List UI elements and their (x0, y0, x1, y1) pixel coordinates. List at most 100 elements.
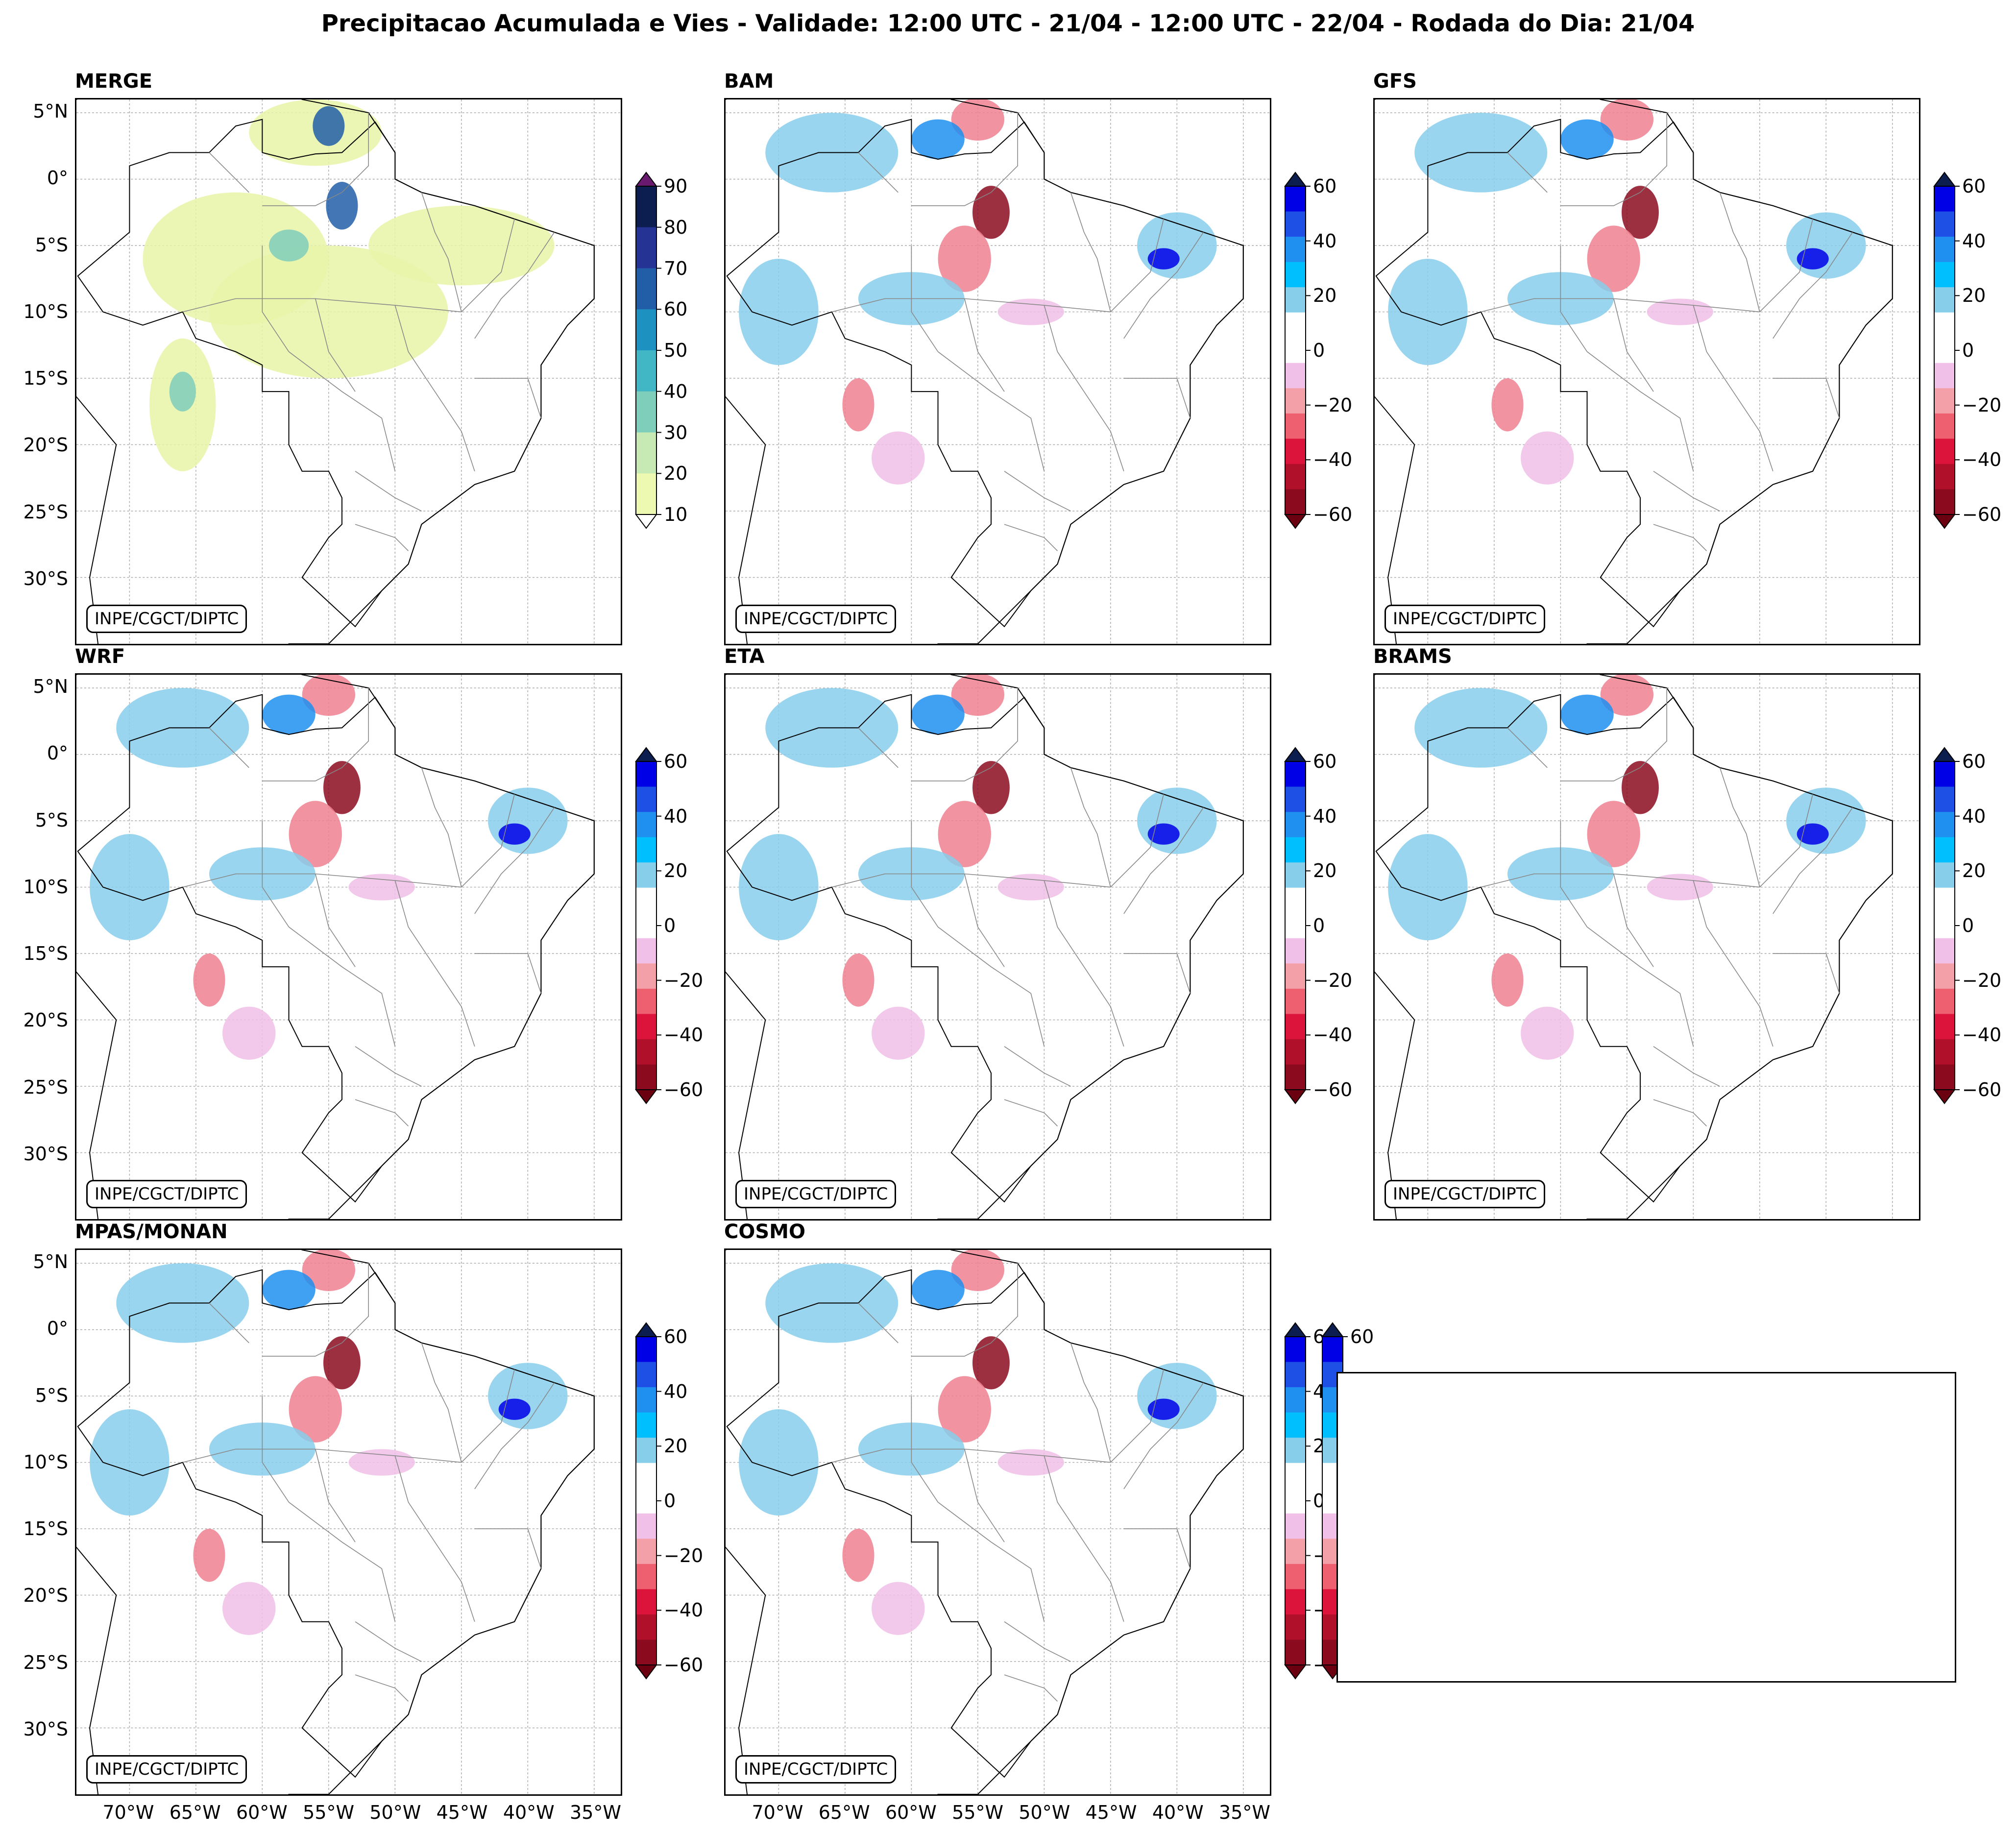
credit-label: INPE/CGCT/DIPTC (86, 1755, 247, 1784)
state-border (1481, 873, 1760, 888)
country-border (726, 694, 1244, 1203)
lat-label: 20°S (23, 434, 68, 456)
country-border (726, 1269, 1244, 1778)
precip-area (972, 761, 1010, 814)
colorbar-segment (636, 432, 656, 474)
colorbar-extend-bottom (635, 1089, 657, 1104)
colorbar-segment (1934, 786, 1955, 812)
colorbar-tick-label: 60 (1962, 175, 1986, 197)
map-merge: INPE/CGCT/DIPTC (75, 98, 622, 645)
colorbar-segment (1934, 186, 1955, 212)
state-border (1070, 192, 1111, 312)
state-border (1110, 794, 1164, 888)
colorbar-extend-top (635, 747, 657, 762)
state-border (394, 305, 475, 471)
state-border (262, 245, 290, 352)
colorbar-segment (1285, 338, 1306, 364)
colorbar-segment (1934, 338, 1955, 364)
precip-area (1147, 1398, 1180, 1420)
precip-area (313, 106, 345, 146)
colorbar-tick-label: −40 (1313, 1024, 1353, 1046)
precip-area (1622, 761, 1659, 814)
colorbar-tick-label: 0 (1313, 915, 1325, 936)
state-border (831, 873, 1111, 888)
lon-label: 65°W (818, 1802, 870, 1823)
colorbar-tick-label: −60 (664, 1079, 704, 1100)
state-border (262, 1342, 342, 1357)
precip-area (1797, 248, 1829, 269)
state-border (1773, 378, 1840, 418)
state-border (964, 1449, 1005, 1542)
state-border (1560, 821, 1588, 928)
colorbar-segment (1285, 1362, 1306, 1388)
colorbar-segment (1934, 988, 1955, 1014)
state-border (355, 1674, 409, 1702)
panel-title-brams: BRAMS (1373, 645, 1452, 668)
colorbar-tick-label: 60 (664, 1326, 688, 1347)
lat-label: 20°S (23, 1585, 68, 1607)
colorbar-segment (1322, 1337, 1343, 1363)
country-border (726, 119, 1244, 628)
state-border (911, 245, 939, 352)
colorbar-extend-bottom (635, 514, 657, 529)
map-svg-merge (76, 99, 621, 644)
state-border (1653, 524, 1707, 551)
lat-label: 5°S (35, 809, 68, 831)
lat-label: 5°S (35, 234, 68, 256)
state-border (315, 874, 356, 967)
precip-area (1600, 675, 1654, 716)
lon-label: 65°W (169, 1802, 221, 1823)
precip-area (872, 1006, 925, 1060)
colorbar-segment (636, 1463, 656, 1489)
colorbar-segment (636, 1337, 656, 1363)
colorbar-segment (1934, 938, 1955, 964)
precip-area (938, 1376, 991, 1443)
colorbar-tick-label: 20 (1313, 285, 1337, 307)
state-border (938, 351, 1045, 471)
precip-area (951, 1250, 1005, 1291)
colorbar-segment (1934, 312, 1955, 338)
precip-area (1622, 186, 1659, 239)
state-border (1507, 152, 1548, 193)
precip-area (1560, 694, 1614, 734)
state-border (355, 1046, 422, 1087)
state-border (1070, 767, 1111, 887)
state-border (209, 1302, 249, 1344)
precip-area (222, 1006, 276, 1060)
panel-title-cosmo: COSMO (724, 1221, 805, 1243)
colorbar-segment (1285, 262, 1306, 288)
lat-label: 5°N (33, 100, 68, 122)
precip-area (262, 694, 316, 734)
state-border (355, 1621, 422, 1662)
precip-area (1137, 212, 1217, 279)
precip-area (326, 182, 358, 230)
colorbar-segment (1285, 988, 1306, 1014)
state-border (858, 152, 899, 193)
colorbar-tick-label: 40 (1313, 230, 1337, 252)
colorbar-segment (1285, 312, 1306, 338)
lat-label: 30°S (23, 567, 68, 589)
state-border (831, 1448, 1111, 1463)
state-border (1653, 1046, 1720, 1087)
colorbar-tick-label: −40 (1313, 449, 1353, 471)
state-border (315, 298, 356, 392)
colorbar-segment (1285, 1039, 1306, 1065)
colorbar-segment (636, 786, 656, 812)
state-border (1044, 305, 1124, 471)
precip-area (302, 1250, 356, 1291)
colorbar-segment (1285, 413, 1306, 439)
state-border (262, 1396, 290, 1503)
colorbar-tick-label: 90 (664, 175, 688, 197)
colorbar-tick-label: 60 (1313, 175, 1337, 197)
colorbar-tick-label: 0 (664, 915, 676, 936)
colorbar-extend-top (1284, 171, 1307, 187)
precip-area (262, 1270, 316, 1310)
colorbar-tick-label: −40 (1962, 1024, 2002, 1046)
state-border (1110, 1369, 1164, 1463)
colorbar-segment (636, 1513, 656, 1539)
colorbar-extend-bottom (635, 1664, 657, 1680)
colorbar-tick-label: 80 (664, 216, 688, 238)
state-border (355, 524, 409, 551)
map-svg-bam (726, 99, 1270, 644)
colorbar-tick-label: 30 (664, 421, 688, 443)
